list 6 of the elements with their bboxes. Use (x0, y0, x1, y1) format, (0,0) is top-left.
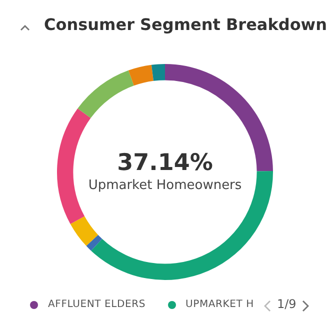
text: 37.14% (116, 150, 214, 176)
text: Upmarket Homeowners (87, 178, 243, 193)
legend-label: UPMARKET H (186, 299, 254, 310)
chart-title: Consumer Segment Breakdown (44, 15, 327, 34)
text: 1/9 (277, 297, 296, 311)
legend-label: AFFLUENT ELDERS (48, 299, 146, 310)
